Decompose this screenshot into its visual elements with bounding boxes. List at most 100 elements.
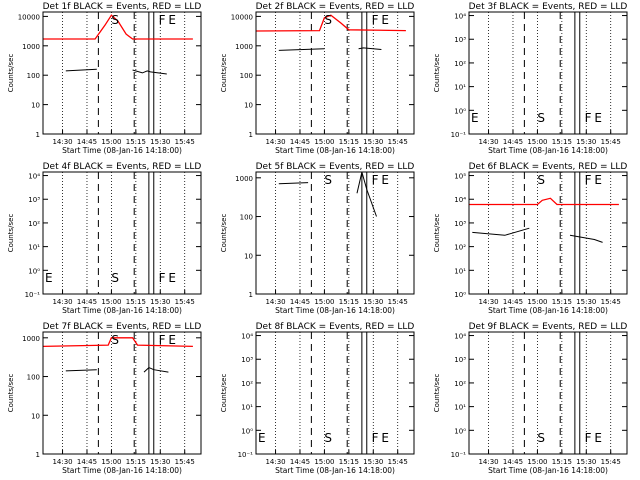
plot-frame: [255, 171, 415, 295]
marker-label-e: E: [471, 111, 479, 125]
panel-title: Det 7f BLACK = Events, RED = LLD: [43, 322, 202, 332]
panel-title: Det 9f BLACK = Events, RED = LLD: [469, 322, 628, 332]
x-tick-label: 14:30: [52, 298, 72, 306]
y-axis-label: Counts/sec: [220, 374, 228, 413]
x-tick-label: 15:30: [363, 298, 383, 306]
x-tick-label: 14:45: [77, 138, 97, 146]
x-axis-label: Start Time (08-Jan-16 14:18:00): [488, 466, 608, 475]
y-tick-label: 10⁰: [454, 427, 466, 435]
y-tick-label: 1000: [22, 43, 40, 51]
series-line-events: [65, 367, 169, 373]
y-tick-label: 10⁰: [454, 107, 466, 115]
marker-label-f: F: [159, 333, 166, 347]
series-line-events: [472, 227, 603, 243]
marker-label-f: F: [585, 431, 592, 445]
y-tick-label: 100: [27, 374, 40, 382]
marker-label-s: S: [537, 111, 545, 125]
y-tick-label: 10⁴: [454, 13, 466, 21]
x-tick-label: 14:30: [265, 138, 285, 146]
y-tick-label: 10¹: [454, 404, 466, 412]
y-axis-label: Counts/sec: [7, 54, 15, 93]
marker-label-s: S: [324, 13, 332, 27]
x-tick-label: 15:00: [101, 298, 121, 306]
x-tick-label: 14:45: [290, 458, 310, 466]
y-tick-label: 10²: [241, 380, 253, 388]
x-tick-label: 15:30: [363, 458, 383, 466]
y-tick-label: 10⁻¹: [25, 291, 41, 299]
x-tick-label: 14:30: [52, 458, 72, 466]
x-axis-label: Start Time (08-Jan-16 14:18:00): [62, 306, 182, 315]
panel-det-3: Det 3f BLACK = Events, RED = LLD 10⁻¹ 10⁰ 1…: [433, 2, 628, 155]
x-tick-label: 15:00: [314, 298, 334, 306]
marker-label-e: E: [168, 13, 176, 27]
y-tick-label: 10⁴: [241, 333, 253, 341]
x-tick-label: 14:30: [478, 298, 498, 306]
y-tick-label: 10³: [454, 36, 466, 44]
y-tick-label: 10⁻¹: [451, 451, 467, 459]
y-tick-label: 10³: [454, 220, 466, 228]
y-tick-label: 10¹: [241, 404, 253, 412]
plot-frame: [468, 11, 628, 135]
marker-label-f: F: [159, 13, 166, 27]
marker-label-s: S: [537, 431, 545, 445]
panel-title: Det 2f BLACK = Events, RED = LLD: [256, 2, 415, 12]
marker-label-s: S: [324, 173, 332, 187]
y-tick-label: 10: [244, 102, 253, 110]
x-tick-label: 15:30: [576, 138, 596, 146]
x-tick-label: 15:45: [601, 298, 621, 306]
x-tick-label: 15:00: [101, 138, 121, 146]
panel-det-5: Det 5f BLACK = Events, RED = LLD 1 10 100 10…: [220, 162, 415, 315]
x-tick-label: 15:15: [339, 298, 359, 306]
marker-label-s: S: [111, 13, 119, 27]
panel-title: Det 1f BLACK = Events, RED = LLD: [43, 2, 202, 12]
x-tick-label: 14:45: [77, 458, 97, 466]
marker-label-s: S: [111, 333, 119, 347]
y-tick-label: 10²: [28, 220, 40, 228]
y-tick-label: 10: [31, 412, 40, 420]
y-tick-label: 10000: [18, 13, 40, 21]
x-tick-label: 15:15: [339, 458, 359, 466]
marker-label-e: E: [168, 271, 176, 285]
x-tick-label: 15:45: [601, 458, 621, 466]
plot-frame: [255, 331, 415, 455]
series-line-events: [278, 171, 377, 217]
x-tick-label: 14:45: [77, 298, 97, 306]
y-axis-label: Counts/sec: [433, 214, 441, 253]
y-tick-label: 10⁰: [454, 291, 466, 299]
marker-label-e: E: [258, 431, 266, 445]
plot-frame: [42, 11, 202, 135]
x-tick-label: 14:30: [265, 298, 285, 306]
y-tick-label: 10³: [454, 356, 466, 364]
y-tick-label: 1000: [235, 43, 253, 51]
x-tick-label: 15:45: [175, 458, 195, 466]
marker-label-e: E: [381, 431, 389, 445]
x-axis-label: Start Time (08-Jan-16 14:18:00): [62, 466, 182, 475]
x-tick-label: 15:15: [339, 138, 359, 146]
panel-det-6: Det 6f BLACK = Events, RED = LLD 10⁰ 10¹ 10…: [433, 162, 628, 315]
y-tick-label: 1000: [235, 175, 253, 183]
x-tick-label: 14:30: [265, 458, 285, 466]
plot-frame: [42, 331, 202, 455]
x-tick-label: 14:45: [503, 458, 523, 466]
x-tick-label: 15:15: [126, 298, 146, 306]
x-tick-label: 15:15: [552, 298, 572, 306]
series-line-events: [65, 68, 167, 75]
series-line-lld: [42, 337, 193, 348]
x-axis-label: Start Time (08-Jan-16 14:18:00): [275, 146, 395, 155]
y-tick-label: 10²: [454, 60, 466, 68]
x-tick-label: 14:30: [478, 458, 498, 466]
marker-label-f: F: [585, 173, 592, 187]
x-tick-label: 14:45: [290, 298, 310, 306]
panel-det-8: Det 8f BLACK = Events, RED = LLD 10⁻¹ 10⁰ 1…: [220, 322, 415, 475]
x-tick-label: 15:30: [150, 458, 170, 466]
x-tick-label: 15:00: [527, 138, 547, 146]
y-tick-label: 10: [31, 102, 40, 110]
y-tick-label: 10⁻¹: [238, 451, 254, 459]
y-tick-label: 1: [249, 291, 253, 299]
marker-label-s: S: [537, 173, 545, 187]
x-tick-label: 14:45: [503, 138, 523, 146]
y-tick-label: 10¹: [454, 267, 466, 275]
series-line-events: [278, 47, 382, 51]
series-line-lld: [255, 14, 406, 32]
